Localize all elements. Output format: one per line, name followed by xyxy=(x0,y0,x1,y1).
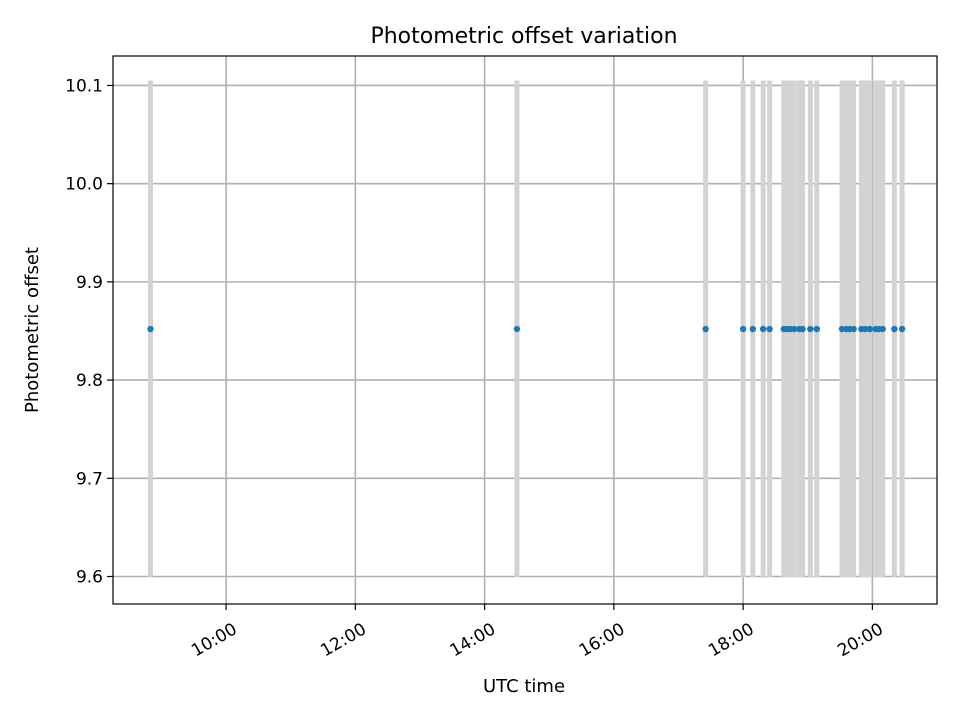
gridlines xyxy=(113,56,937,604)
y-tick-label: 9.8 xyxy=(76,371,103,391)
data-point xyxy=(759,325,767,333)
y-tick-label: 10.1 xyxy=(65,76,103,96)
y-axis-ticks: 9.6 9.7 9.8 9.9 10.0 10.1 xyxy=(65,76,113,588)
x-tick-label: 10:00 xyxy=(188,619,240,661)
data-point xyxy=(866,325,873,333)
data-point xyxy=(891,325,898,333)
data-point xyxy=(879,325,886,333)
chart-title: Photometric offset variation xyxy=(370,24,677,49)
y-tick-label: 9.9 xyxy=(76,273,103,293)
data-point xyxy=(739,325,747,333)
data-point xyxy=(790,325,798,333)
data-point xyxy=(749,325,757,333)
x-tick-label: 20:00 xyxy=(834,619,886,661)
x-tick-label: 12:00 xyxy=(317,619,369,661)
data-point xyxy=(862,325,869,333)
x-axis-label: UTC time xyxy=(483,676,565,697)
x-axis-ticks: 10:00 12:00 14:00 16:00 18:00 20:00 xyxy=(188,604,887,661)
data-point xyxy=(850,325,857,333)
data-point xyxy=(766,325,773,333)
data-point xyxy=(147,325,154,333)
x-tick-label: 14:00 xyxy=(447,619,499,661)
data-point xyxy=(838,325,846,333)
data-point xyxy=(799,325,806,333)
y-tick-label: 10.0 xyxy=(65,175,103,195)
x-tick-label: 16:00 xyxy=(576,619,628,661)
data-point xyxy=(513,325,521,333)
data-point xyxy=(898,325,906,333)
data-point xyxy=(702,325,709,333)
data-points xyxy=(147,325,906,333)
data-point xyxy=(813,325,820,333)
plot-frame xyxy=(112,55,938,605)
y-axis-label: Photometric offset xyxy=(22,247,43,413)
y-tick-label: 9.6 xyxy=(76,568,103,588)
data-point xyxy=(807,325,814,333)
y-tick-label: 9.7 xyxy=(76,469,103,489)
x-tick-label: 18:00 xyxy=(705,619,757,661)
